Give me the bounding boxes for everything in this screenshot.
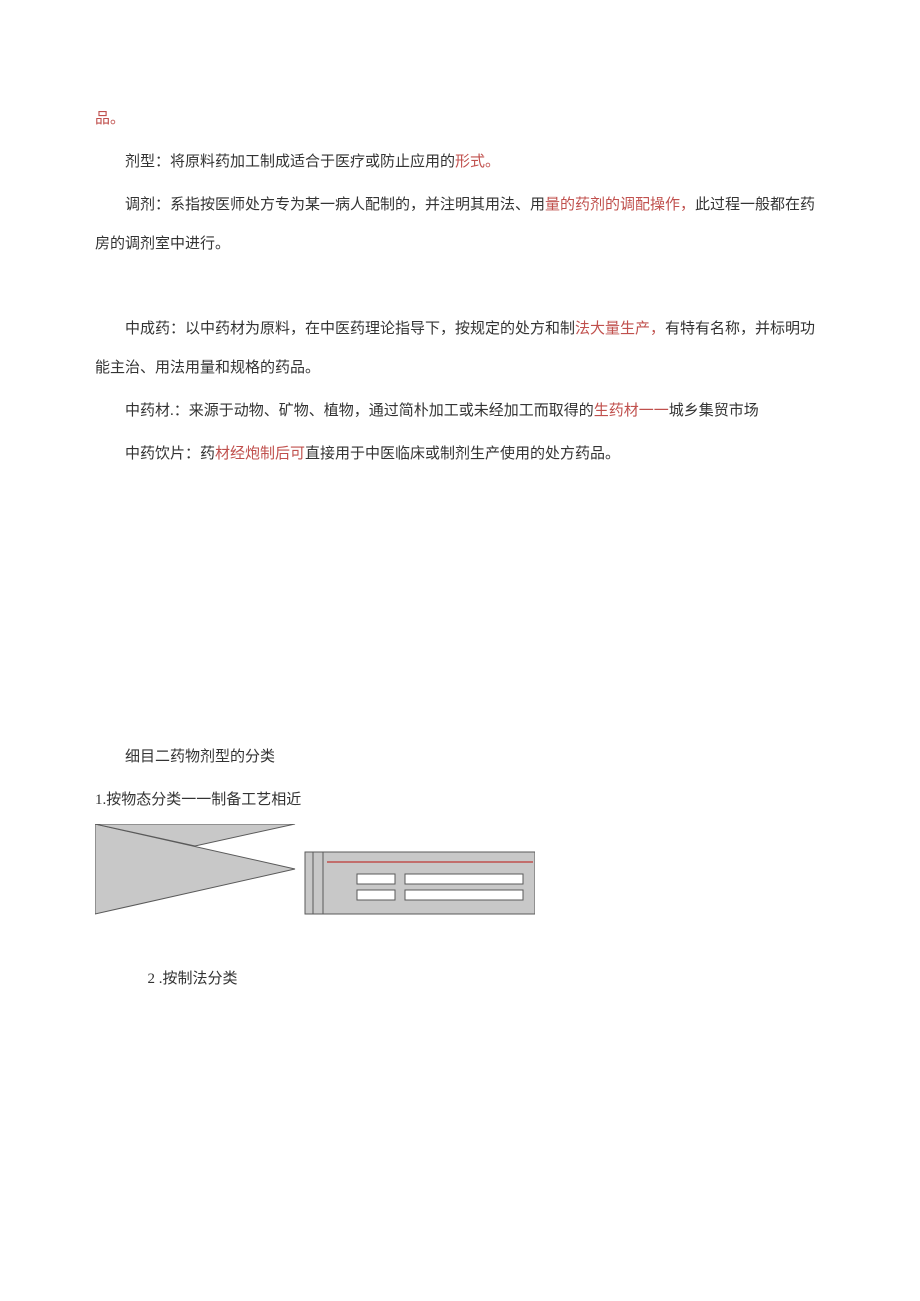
diagram-panel-leftbar: [313, 852, 323, 914]
diagram-bar-1b: [405, 874, 523, 884]
diagram-svg: [95, 824, 535, 916]
text-red: 形式。: [455, 154, 500, 170]
text: 剂型：将原料药加工制成适合于医疗或防止应用的: [125, 154, 455, 170]
paragraph-tiaoji: 调剂：系指按医师处方专为某一病人配制的，并注明其用法、用量的药剂的调配操作，此过…: [95, 186, 825, 264]
spacer-large: [95, 478, 825, 738]
diagram-bar-1a: [357, 874, 395, 884]
text: 1.按物态分类一一制备工艺相近: [95, 792, 301, 808]
text: 中药饮片：药: [125, 446, 215, 462]
paragraph-jixing: 剂型：将原料药加工制成适合于医疗或防止应用的形式。: [95, 143, 825, 182]
paragraph-zhongyaocai: 中药材.：来源于动物、矿物、植物，通过简朴加工或未经加工而取得的生药材一一城乡集…: [95, 392, 825, 431]
text: 2 .按制法分类: [148, 971, 238, 987]
text: 细目二药物剂型的分类: [125, 749, 275, 765]
text: 中成药：以中药材为原料，在中医药理论指导下，按规定的处方和制: [125, 321, 575, 337]
diagram-bar-2b: [405, 890, 523, 900]
text: 城乡集贸市场: [669, 403, 759, 419]
paragraph-zhongyaoyinpian: 中药饮片：药材经炮制后可直接用于中医临床或制剂生产使用的处方药品。: [95, 435, 825, 474]
text-red: 量的药剂的调配操作，: [545, 197, 695, 213]
text: 中药材.：来源于动物、矿物、植物，通过简朴加工或未经加工而取得的: [125, 403, 594, 419]
classification-diagram: [95, 824, 535, 914]
text-red: 生药材一一: [594, 403, 669, 419]
heading-ximu: 细目二药物剂型的分类: [95, 738, 825, 777]
diagram-bar-2a: [357, 890, 395, 900]
list-item-2: 2 .按制法分类: [95, 960, 825, 999]
list-item-1: 1.按物态分类一一制备工艺相近: [95, 781, 825, 820]
paragraph-zhongchengyao: 中成药：以中药材为原料，在中医药理论指导下，按规定的处方和制法大量生产，有特有名…: [95, 310, 825, 388]
paragraph-fragment-top: 品。: [95, 100, 825, 139]
text-red: 材经炮制后可: [215, 446, 305, 462]
text-red: 法大量生产，: [575, 321, 665, 337]
diagram-container: [95, 824, 825, 914]
spacer: [95, 268, 825, 310]
text: 调剂：系指按医师处方专为某一病人配制的，并注明其用法、用: [125, 197, 545, 213]
text: 直接用于中医临床或制剂生产使用的处方药品。: [305, 446, 620, 462]
text-red: 品。: [95, 111, 125, 127]
